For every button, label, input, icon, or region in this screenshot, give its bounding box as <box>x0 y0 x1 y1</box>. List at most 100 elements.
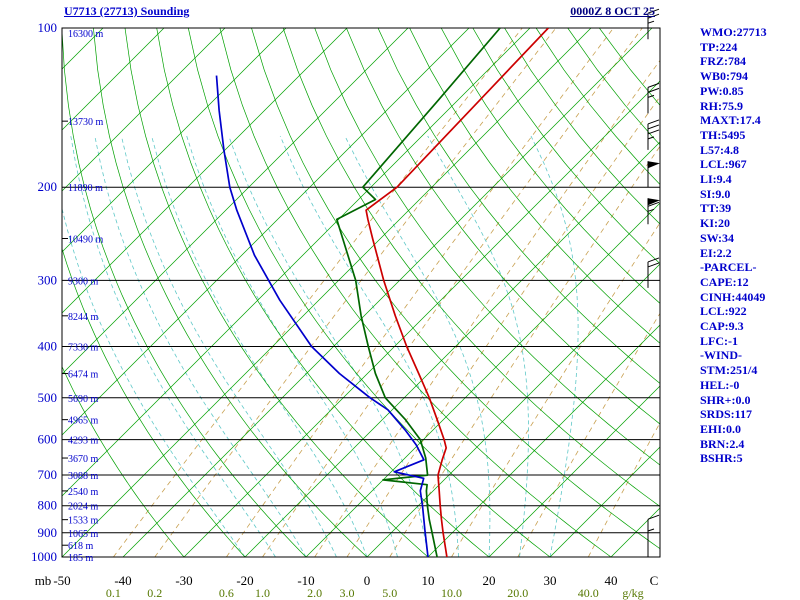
stat-line: LFC:-1 <box>700 333 738 348</box>
temp-label: -40 <box>114 573 131 588</box>
pressure-label: 200 <box>38 179 58 194</box>
pressure-label: 600 <box>38 432 58 447</box>
mixing-unit-label: g/kg <box>622 586 643 600</box>
stat-line: FRZ:784 <box>700 54 746 69</box>
stat-line: BRN:2.4 <box>700 436 745 451</box>
pressure-label: 400 <box>38 338 58 353</box>
mixing-ratio-label: 10.0 <box>441 586 462 600</box>
page-title: U7713 (27713) Sounding <box>64 4 190 18</box>
wind-barb <box>647 198 660 225</box>
isotherms <box>62 28 660 557</box>
sounding-profiles <box>215 28 549 557</box>
height-label: 4965 m <box>68 416 99 427</box>
mixing-ratio-label: 3.0 <box>339 586 354 600</box>
stat-line: CAPE:12 <box>700 274 749 289</box>
height-label: 1065 m <box>68 529 99 540</box>
mixing-ratio-lines <box>113 28 660 557</box>
wind-barb <box>647 257 660 288</box>
stat-line: LCL:922 <box>700 304 747 319</box>
height-label: 9300 m <box>68 276 99 287</box>
pressure-label: 800 <box>38 498 58 513</box>
stat-line: LI:9.4 <box>700 172 732 187</box>
height-label: 13730 m <box>68 117 104 128</box>
temp-label: -10 <box>297 573 314 588</box>
stat-line: -PARCEL- <box>700 260 757 275</box>
stat-line: PW:0.85 <box>700 83 744 98</box>
profile-wet_bulb <box>215 75 429 557</box>
stat-line: L57:4.8 <box>700 142 739 157</box>
stat-line: TP:224 <box>700 39 738 54</box>
wind-barb <box>647 119 660 150</box>
stat-line: MAXT:17.4 <box>700 113 761 128</box>
mixing-ratio-label: 0.2 <box>147 586 162 600</box>
height-label: 3088 m <box>68 471 99 482</box>
pressure-label: 900 <box>38 525 58 540</box>
height-label: 10490 m <box>68 235 104 246</box>
stat-line: -WIND- <box>700 348 742 363</box>
mixing-ratio-label: 2.0 <box>307 586 322 600</box>
stat-line: HEL:-0 <box>700 377 740 392</box>
temp-label: -30 <box>175 573 192 588</box>
height-label: 11890 m <box>68 183 103 194</box>
height-label: 2540 m <box>68 487 99 498</box>
height-label: 4293 m <box>68 436 99 447</box>
temp-label: 30 <box>544 573 557 588</box>
height-label: 7330 m <box>68 342 99 353</box>
temp-label: -20 <box>236 573 253 588</box>
wind-barb <box>647 528 655 557</box>
stat-line: BSHR:5 <box>700 451 743 466</box>
plot-frame <box>61 27 661 558</box>
profile-temperature <box>365 28 549 557</box>
pressure-label: 700 <box>38 467 58 482</box>
stat-line: CAP:9.3 <box>700 319 744 334</box>
height-label: 3670 m <box>68 454 99 465</box>
height-label: 8244 m <box>68 312 99 323</box>
profile-dewpoint <box>335 28 501 557</box>
temp-label: -50 <box>53 573 70 588</box>
height-label: 2024 m <box>68 502 99 513</box>
pressure-label: 300 <box>38 272 58 287</box>
temp-label: 10 <box>422 573 435 588</box>
stats-panel: WMO:27713 TP:224 FRZ:784 WB0:794 PW:0.85 RH:7… <box>700 25 798 466</box>
valid-time-label: 0000Z 8 OCT 25 <box>570 4 655 18</box>
stat-line: TT:39 <box>700 201 732 216</box>
stat-line: LCL:967 <box>700 157 747 172</box>
temp-label: 20 <box>483 573 496 588</box>
mixing-ratio-label: 1.0 <box>255 586 270 600</box>
mixing-ratio-label: 5.0 <box>382 586 397 600</box>
stat-line: STM:251/4 <box>700 363 758 378</box>
stat-line: WB0:794 <box>700 69 748 84</box>
wind-barb <box>647 8 660 40</box>
mixing-ratio-label: 40.0 <box>578 586 599 600</box>
mixing-ratio-label: 20.0 <box>507 586 528 600</box>
stat-line: EHI:0.0 <box>700 421 742 436</box>
height-label: 618 m <box>68 541 94 552</box>
stat-line: RH:75.9 <box>700 98 743 113</box>
stat-line: WMO:27713 <box>700 25 767 39</box>
height-label: 6474 m <box>68 370 99 381</box>
stat-line: SI:9.0 <box>700 186 731 201</box>
stat-line: KI:20 <box>700 216 730 231</box>
height-label: 5690 m <box>68 394 99 405</box>
pressure-label: 100 <box>38 20 58 35</box>
pressure-unit-label: mb <box>35 573 52 588</box>
stat-line: SW:34 <box>700 230 735 245</box>
height-label: 16300 m <box>68 29 104 40</box>
height-label: 185 m <box>68 553 94 564</box>
stat-line: SHR+:0.0 <box>700 392 751 407</box>
wind-barbs <box>647 8 660 557</box>
stat-line: TH:5495 <box>700 127 746 142</box>
temp-unit-label: C <box>650 573 659 588</box>
wind-barb <box>647 82 660 114</box>
temp-label: 0 <box>364 573 371 588</box>
mixing-ratio-label: 0.6 <box>219 586 234 600</box>
height-label: 1533 m <box>68 516 99 527</box>
pressure-label: 500 <box>38 390 58 405</box>
wind-barb <box>647 161 660 188</box>
stat-line: CINH:44049 <box>700 289 766 304</box>
temp-label: 40 <box>605 573 618 588</box>
stat-line: SRDS:117 <box>700 407 753 422</box>
